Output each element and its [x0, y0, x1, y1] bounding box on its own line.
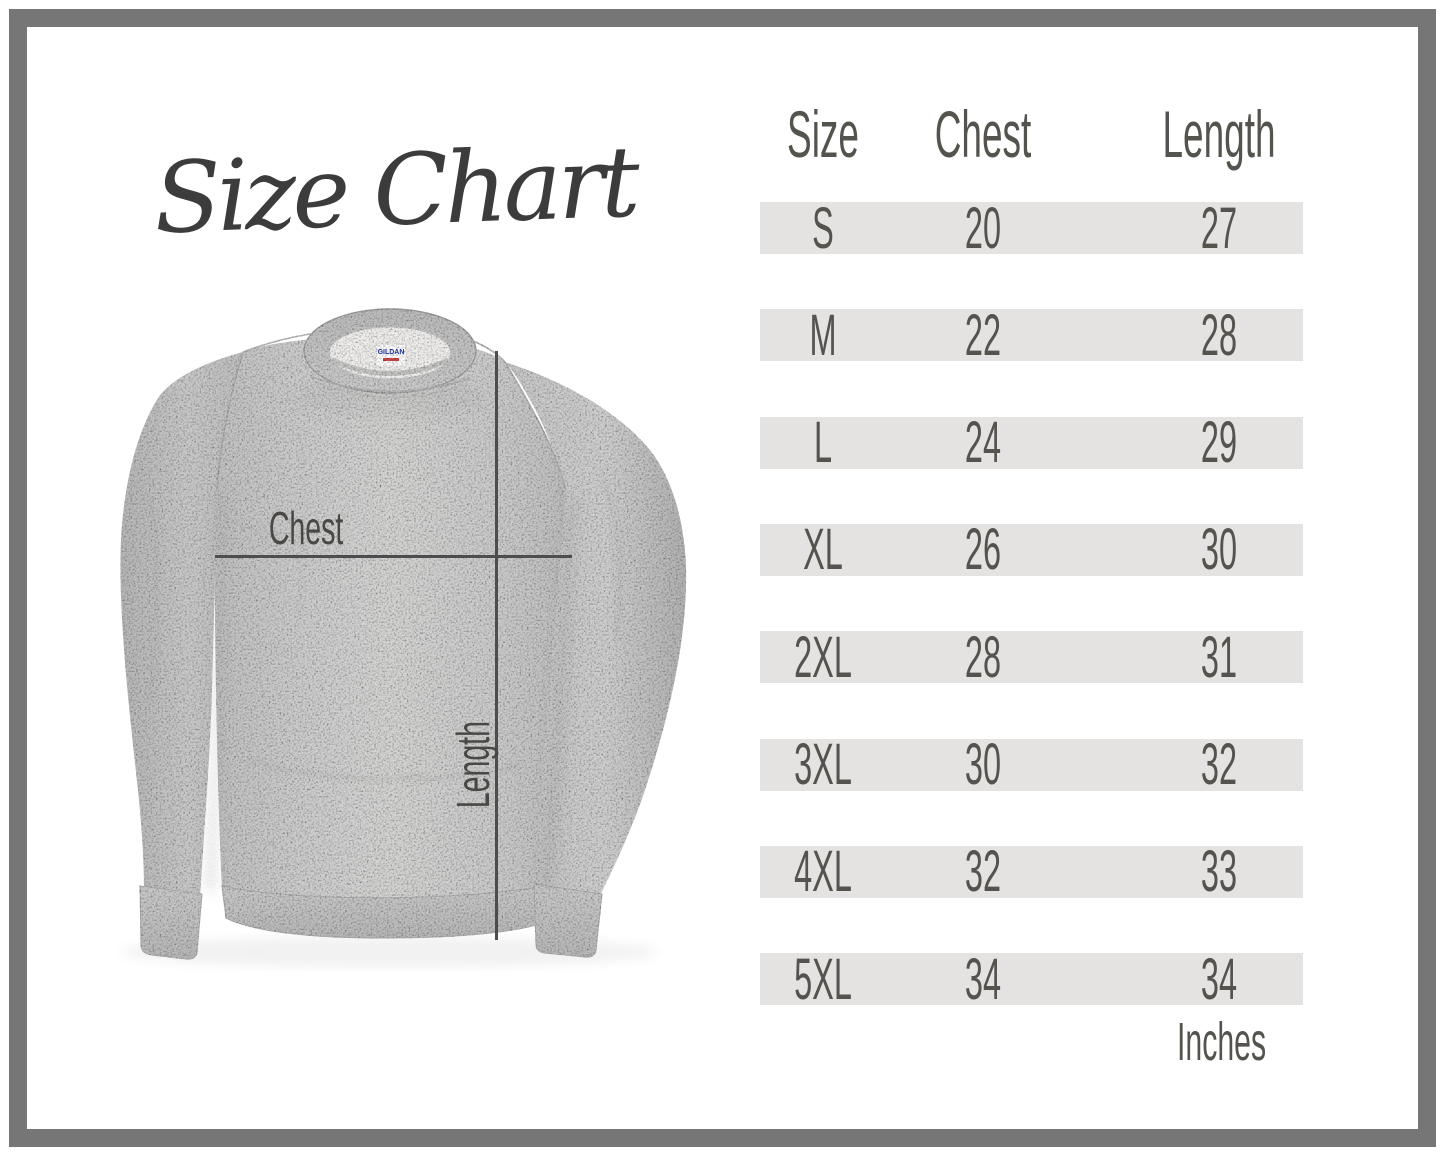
header-chest: Chest	[934, 97, 1031, 171]
neck-tag: GILDAN	[375, 343, 407, 368]
cell-size: 5XL	[794, 946, 852, 1012]
cell-length: 29	[1200, 410, 1237, 476]
cell-chest: 26	[964, 517, 1001, 583]
cell-length: 34	[1200, 946, 1237, 1012]
cell-length: 30	[1200, 517, 1237, 583]
length-label: Length	[447, 721, 499, 809]
table-row: 3XL 30 32	[760, 732, 1303, 797]
cell-size: 2XL	[794, 624, 852, 690]
size-table: Size Chest Length S 20 27 M 22 28 L 24 29 XL 26 30 2XL…	[760, 97, 1303, 1108]
cell-chest: 30	[964, 732, 1001, 797]
cell-chest: 20	[964, 195, 1001, 261]
table-row: 2XL 28 31	[760, 624, 1303, 690]
cell-size: XL	[803, 517, 843, 583]
cell-size: S	[812, 195, 834, 261]
table-row: 4XL 32 33	[760, 839, 1303, 905]
unit-label: Inches	[1176, 1012, 1266, 1072]
tag-red-text-mark	[383, 358, 399, 361]
tag-brand-text: GILDAN	[378, 349, 405, 356]
page-title: Size Chart	[152, 125, 638, 256]
cell-length: 27	[1200, 195, 1237, 261]
page-border-frame	[9, 9, 1436, 1147]
cell-size: M	[809, 302, 837, 368]
table-row: M 22 28	[760, 302, 1303, 368]
ground-shadow	[120, 936, 660, 968]
cell-length: 28	[1200, 302, 1237, 368]
cell-length: 31	[1200, 624, 1237, 690]
cell-size: L	[813, 410, 833, 476]
cell-chest: 24	[964, 410, 1001, 476]
header-size: Size	[787, 97, 859, 171]
cell-chest: 28	[964, 624, 1001, 690]
sweatshirt-shape: GILDAN	[120, 308, 687, 960]
cell-chest: 22	[964, 302, 1001, 368]
table-row: 5XL 34 34	[760, 946, 1303, 1012]
cell-length: 32	[1200, 732, 1237, 797]
cell-size: 4XL	[794, 839, 852, 905]
table-row: S 20 27	[760, 195, 1303, 261]
chest-measure-line	[215, 555, 572, 558]
header-length: Length	[1162, 97, 1276, 171]
cell-length: 33	[1200, 839, 1237, 905]
sweatshirt-illustration: GILDAN	[120, 308, 687, 968]
chest-label: Chest	[268, 502, 344, 554]
cell-size: 3XL	[794, 732, 852, 797]
table-header: Size Chest Length	[760, 97, 1303, 171]
table-row: L 24 29	[760, 410, 1303, 476]
table-rows: S 20 27 M 22 28 L 24 29 XL 26 30 2XL 28 31 3XL 30 32 4XL 32…	[760, 98, 1303, 1108]
length-measure-line	[495, 351, 498, 940]
table-row: XL 26 30	[760, 517, 1303, 583]
cell-chest: 34	[964, 946, 1001, 1012]
cell-chest: 32	[964, 839, 1001, 905]
